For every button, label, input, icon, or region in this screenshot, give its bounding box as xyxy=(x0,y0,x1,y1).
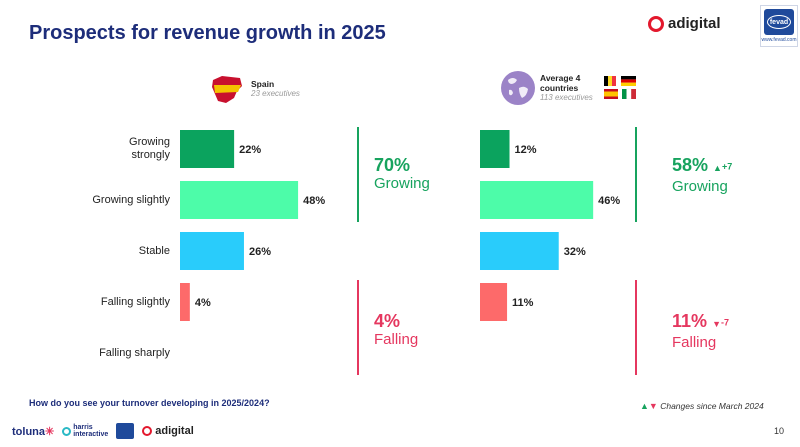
harris-logo: harris interactive xyxy=(62,424,108,438)
average-falling-summary: 11% ▼-7 Falling xyxy=(672,311,729,352)
adigital-logo: adigital xyxy=(648,15,721,32)
bar-value-label: 26% xyxy=(249,246,271,258)
average-growing-summary: 58% ▲+7 Growing xyxy=(672,155,732,196)
category-label: Stable xyxy=(139,245,170,258)
spain-growing-summary: 70% Growing xyxy=(374,155,430,193)
average-header: Average 4 countries 113 executives xyxy=(540,73,593,103)
spain-falling-word: Falling xyxy=(374,331,419,348)
spain-flag-map-icon xyxy=(210,74,244,111)
spain-bar-chart: 22% 48% 26% 4% xyxy=(180,130,325,321)
category-label: Growing strongly xyxy=(129,136,170,162)
bar-value-label: 46% xyxy=(598,195,620,207)
spain-name: Spain xyxy=(251,79,275,89)
down-triangle-icon: ▼ xyxy=(712,319,721,329)
up-triangle-icon: ▲ xyxy=(713,163,722,173)
bar-value-label: 22% xyxy=(239,144,261,156)
bar xyxy=(180,232,244,270)
legend-down-triangle-icon: ▼ xyxy=(648,401,658,411)
spain-growing-word: Growing xyxy=(374,175,430,192)
category-label-line: strongly xyxy=(131,149,170,161)
bar-value-label: 11% xyxy=(512,297,534,309)
spain-falling-pct: 4% xyxy=(374,311,401,331)
italy-flag-icon xyxy=(622,88,636,100)
spain-growing-pct: 70% xyxy=(374,155,411,175)
bar-value-label: 32% xyxy=(564,246,586,258)
spain-falling-divider xyxy=(357,280,359,375)
category-label-line: Falling slightly xyxy=(100,295,170,308)
spain-flag-icon xyxy=(604,89,618,99)
adigital-logo-text: adigital xyxy=(668,15,721,32)
bar xyxy=(180,283,190,321)
harris-ring-icon xyxy=(62,426,72,436)
harris-logo-line1: harris xyxy=(73,424,93,431)
toluna-logo-text: toluna xyxy=(12,425,45,438)
page-number: 10 xyxy=(774,426,785,436)
bar xyxy=(480,232,559,270)
adigital-ring-icon xyxy=(648,15,664,32)
bar xyxy=(480,130,510,168)
fevad-badge: fevad xyxy=(764,9,794,35)
germany-flag-icon xyxy=(621,76,636,86)
fevad-badge-text: fevad xyxy=(767,15,791,29)
legend-up-triangle-icon: ▲ xyxy=(640,401,649,411)
average-executives: 113 executives xyxy=(540,93,593,102)
average-growing-delta: +7 xyxy=(721,161,733,172)
fevad-url: www.fevad.com xyxy=(761,37,797,43)
bar xyxy=(480,283,508,321)
average-name-line1: Average 4 xyxy=(540,73,581,83)
bar-value-label: 12% xyxy=(515,144,537,156)
fevad-mini-logo xyxy=(116,423,135,439)
fevad-logo: fevad www.fevad.com xyxy=(760,5,798,47)
toluna-logo: toluna✳ xyxy=(12,425,54,438)
category-label: Falling slightly xyxy=(101,296,170,309)
category-label-line: Falling sharply xyxy=(99,346,170,359)
bar-value-label: 4% xyxy=(195,297,211,309)
average-falling-delta: -7 xyxy=(720,317,729,328)
spain-header: Spain 23 executives xyxy=(251,79,300,99)
survey-question: How do you see your turnover developing … xyxy=(29,398,270,408)
spain-growing-divider xyxy=(357,127,359,222)
changes-legend: ▲▼ Changes since March 2024 xyxy=(640,401,764,411)
category-label: Growing slightly xyxy=(92,194,170,207)
bar xyxy=(180,130,235,168)
footer-logos: toluna✳ harris interactive adigital xyxy=(12,423,194,439)
globe-icon xyxy=(500,70,536,111)
spain-executives: 23 executives xyxy=(251,89,300,98)
average-falling-divider xyxy=(635,280,637,375)
category-label-line: Stable xyxy=(138,244,170,257)
changes-note: Changes since March 2024 xyxy=(660,401,764,411)
page-title: Prospects for revenue growth in 2025 xyxy=(29,22,386,44)
bar xyxy=(180,181,299,219)
average-falling-pct: 11% xyxy=(672,311,708,331)
harris-logo-line2: interactive xyxy=(73,431,109,438)
category-label-line: Growing xyxy=(129,136,170,148)
adigital-footer-logo: adigital xyxy=(142,425,194,437)
average-growing-word: Growing xyxy=(672,178,728,195)
category-label: Falling sharply xyxy=(99,347,170,360)
bar-value-label: 48% xyxy=(303,195,325,207)
bar xyxy=(480,181,594,219)
average-growing-divider xyxy=(635,127,637,222)
toluna-star-icon: ✳ xyxy=(45,425,55,438)
adigital-footer-ring-icon xyxy=(142,426,153,436)
category-label-line: Growing slightly xyxy=(92,193,170,206)
country-flags xyxy=(604,76,636,104)
adigital-footer-text: adigital xyxy=(155,425,194,437)
average-bar-chart: 12% 46% 32% 11% xyxy=(480,130,620,321)
average-name-line2: countries xyxy=(540,83,579,93)
spain-falling-summary: 4% Falling xyxy=(374,311,418,349)
average-falling-word: Falling xyxy=(672,334,717,351)
belgium-flag-icon xyxy=(604,76,616,86)
average-growing-pct: 58% xyxy=(672,155,709,175)
